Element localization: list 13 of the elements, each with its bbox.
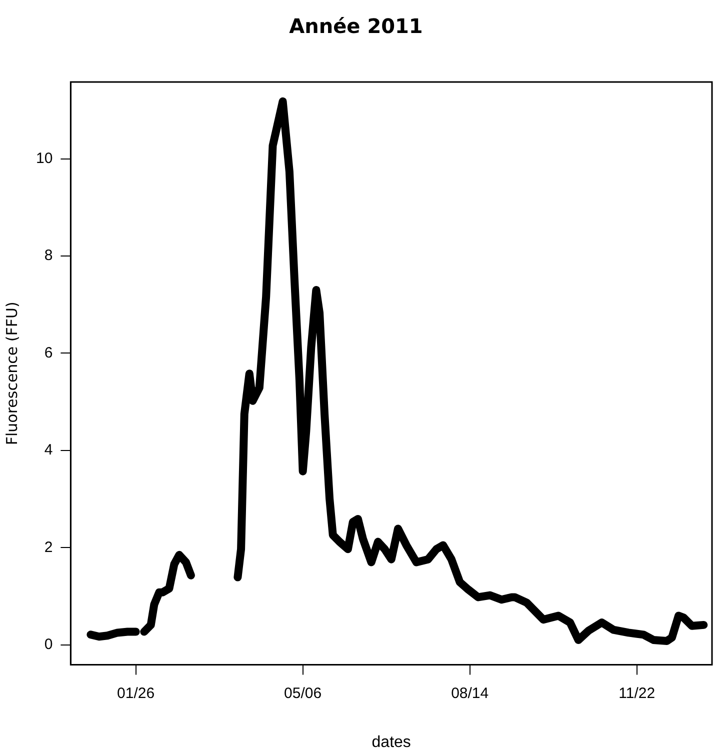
- y-tick-label: 6: [44, 344, 53, 362]
- y-tick-label: 2: [44, 538, 53, 556]
- x-tick-label: 05/06: [284, 684, 322, 702]
- y-tick-label: 10: [36, 150, 53, 167]
- x-tick-label: 11/22: [618, 684, 656, 702]
- x-axis-title: dates: [372, 734, 411, 751]
- chart-title: Année 2011: [289, 14, 423, 38]
- y-axis-title: Fluorescence (FFU): [2, 302, 21, 446]
- y-tick-label: 8: [44, 247, 53, 264]
- x-tick-label: 08/14: [451, 684, 489, 702]
- y-tick-label: 4: [44, 442, 53, 459]
- x-tick-label: 01/26: [117, 684, 155, 702]
- y-tick-label: 0: [44, 636, 53, 654]
